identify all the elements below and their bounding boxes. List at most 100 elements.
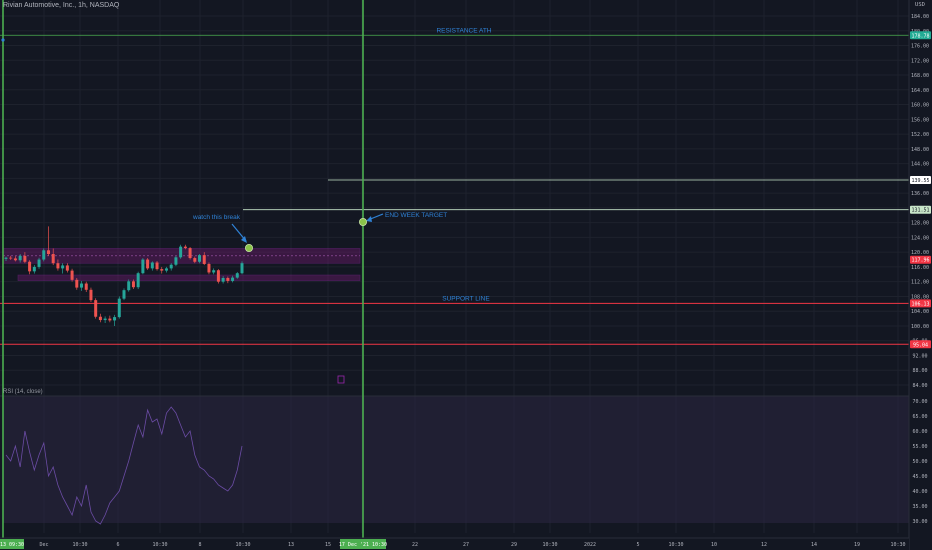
price-tag-label: 178.78 [911, 33, 929, 39]
candle-body [75, 279, 79, 288]
candle-body [84, 283, 88, 290]
rsi-indicator [5, 406, 243, 525]
rsi-line [5, 406, 243, 525]
price-tick: 184.00 [911, 14, 929, 20]
candle-body [212, 270, 216, 273]
rsi-tick: 65.00 [912, 414, 927, 420]
candle-body [155, 262, 159, 270]
price-tag-label: 117.96 [911, 258, 929, 264]
watch-arrow-head [241, 236, 247, 243]
candle-body [221, 277, 225, 282]
time-tag-left[interactable] [0, 539, 24, 549]
candle-body [103, 318, 107, 321]
break-point-marker[interactable] [244, 243, 253, 252]
time-tick: 27 [463, 542, 469, 548]
time-tag-target[interactable] [340, 539, 386, 549]
candle-body [18, 255, 22, 261]
price-tick: 168.00 [911, 73, 929, 79]
candle-body [240, 263, 244, 274]
time-tick: 10:30 [152, 542, 167, 548]
price-axis[interactable]: USD184.00180.00176.00172.00168.00164.001… [908, 0, 932, 550]
candle-body [98, 316, 102, 321]
price-tick: 144.00 [911, 162, 929, 168]
time-tick: 10:30 [235, 542, 250, 548]
target-label[interactable]: END WEEK TARGET [385, 212, 447, 219]
price-tick: 136.00 [911, 191, 929, 197]
candle-body [198, 255, 202, 262]
time-tick: 8 [198, 542, 201, 548]
candle-body [174, 257, 178, 265]
rsi-tick: 35.00 [912, 504, 927, 510]
price-tick: 164.00 [911, 88, 929, 94]
target-point-marker[interactable] [358, 217, 367, 226]
price-tick: 100.00 [911, 324, 929, 330]
rsi-tick: 60.00 [912, 429, 927, 435]
time-tick: 10 [711, 542, 717, 548]
price-tick: 88.00 [912, 368, 927, 374]
time-tick: 10:30 [668, 542, 683, 548]
candle-body [56, 263, 60, 269]
currency-label[interactable]: USD [915, 2, 925, 8]
candle-body [150, 262, 154, 269]
rsi-tick: 45.00 [912, 474, 927, 480]
time-tick: 10:30 [890, 542, 905, 548]
flag-icon[interactable] [337, 375, 345, 384]
price-levels[interactable] [0, 0, 909, 550]
price-tick: 152.00 [911, 132, 929, 138]
support-label[interactable]: SUPPORT LINE [442, 295, 490, 302]
time-tick: 10:30 [542, 542, 557, 548]
watch-label[interactable]: watch this break [192, 214, 241, 221]
rsi-tick: 50.00 [912, 459, 927, 465]
candle-body [216, 270, 220, 282]
candle-body [9, 257, 13, 259]
candle-body [207, 263, 211, 273]
candle-body [32, 266, 36, 272]
candle-body [136, 273, 140, 288]
candle-body [231, 277, 235, 281]
drawing-annotations[interactable]: RESISTANCE ATH SUPPORT LINE watch this bre… [192, 27, 492, 384]
candle-body [131, 281, 135, 288]
candle-body [226, 277, 230, 281]
range-zone-lower [17, 274, 361, 281]
price-tag[interactable] [910, 299, 931, 308]
marker-dot [1, 38, 5, 42]
price-tag[interactable] [910, 255, 931, 264]
candle-body [127, 281, 131, 291]
rsi-tick: 30.00 [912, 519, 927, 525]
candle-body [202, 255, 206, 264]
time-axis[interactable]: Dec 10:30 6 10:30 8 10:30 13 15 10:30 22 27 29 10:30… [0, 537, 909, 550]
time-tick: 12 [761, 542, 767, 548]
time-tick: 29 [511, 542, 517, 548]
rsi-label[interactable]: RSI (14, close) [3, 389, 43, 395]
price-tick: 108.00 [911, 294, 929, 300]
candle-body [89, 289, 93, 301]
candle-body [51, 254, 55, 264]
price-tick: 84.00 [912, 383, 927, 389]
rsi-tick: 40.00 [912, 489, 927, 495]
time-tick: 13 [288, 542, 294, 548]
time-tick: 19 [854, 542, 860, 548]
candle-body [80, 283, 84, 288]
candle-body [4, 257, 8, 259]
time-tick: 22 [412, 542, 418, 548]
symbol-title[interactable]: Rivian Automotive, Inc., 1h, NASDAQ [3, 2, 120, 9]
resistance-label[interactable]: RESISTANCE ATH [436, 27, 491, 34]
time-tick: 15 [325, 542, 331, 548]
candle-body [46, 250, 50, 255]
price-tag[interactable] [910, 31, 931, 40]
candle-body [146, 259, 150, 269]
price-tag[interactable] [910, 205, 931, 214]
candle-body [28, 261, 32, 272]
time-tick: 6 [116, 542, 119, 548]
price-tag[interactable] [910, 340, 931, 349]
price-tag-label: 139.55 [911, 178, 929, 184]
price-tick: 128.00 [911, 221, 929, 227]
target-arrow-head [366, 216, 372, 222]
candle-body [188, 248, 192, 259]
price-tick: 156.00 [911, 117, 929, 123]
candle-body [117, 298, 121, 318]
candle-body [108, 318, 112, 321]
time-tick: 5 [636, 542, 639, 548]
price-tag[interactable] [910, 176, 931, 185]
